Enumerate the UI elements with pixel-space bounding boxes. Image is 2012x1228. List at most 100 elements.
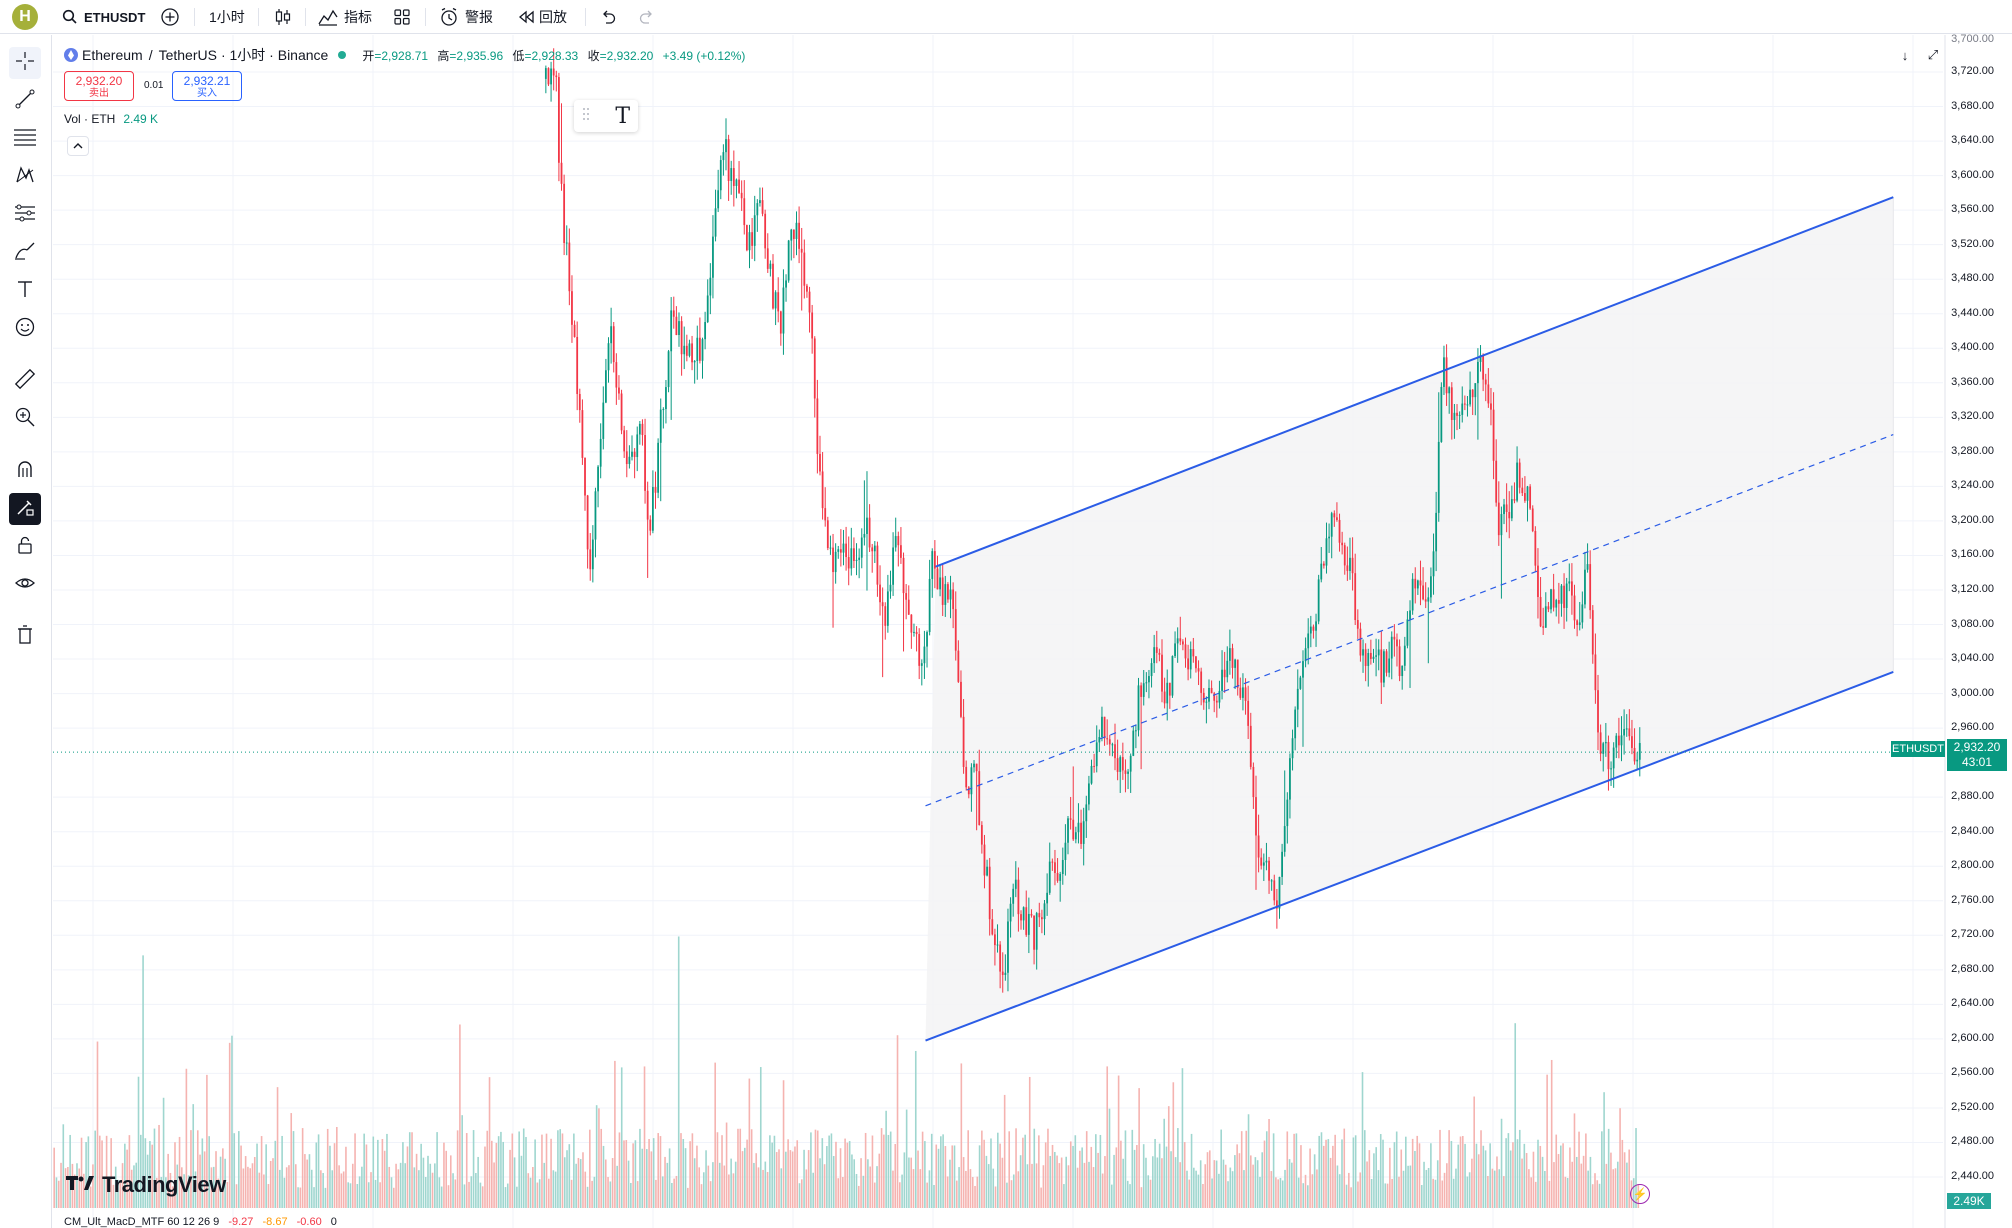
- draw-mode-tool[interactable]: [9, 493, 41, 525]
- volume-bar: [427, 1155, 429, 1208]
- symbol-search-button[interactable]: ETHUSDT: [62, 0, 145, 34]
- volume-bar: [465, 1133, 468, 1208]
- volume-bar: [1379, 1134, 1382, 1208]
- candle-body: [550, 68, 552, 85]
- text-icon[interactable]: T: [615, 103, 630, 129]
- volume-bar: [1434, 1179, 1437, 1208]
- candle-body: [1168, 682, 1171, 696]
- volume-bar: [1117, 1075, 1120, 1208]
- lock-tool[interactable]: [9, 531, 41, 563]
- candle-body: [967, 787, 970, 795]
- ruler-tool[interactable]: [9, 365, 41, 397]
- candle-body: [1617, 735, 1620, 746]
- trendline-tool[interactable]: [9, 85, 41, 117]
- interval-button[interactable]: 1小时: [209, 0, 245, 34]
- volume-bar: [627, 1160, 630, 1208]
- volume-bar: [1163, 1118, 1166, 1208]
- candle-body: [1304, 648, 1307, 662]
- price-axis-label: 2,480.00: [1951, 1135, 1994, 1148]
- candle-body: [1591, 610, 1594, 655]
- volume-bar: [1213, 1160, 1216, 1208]
- volume-bar: [187, 1175, 190, 1208]
- volume-bar: [326, 1128, 329, 1208]
- candle-body: [1427, 597, 1430, 602]
- chart-area[interactable]: [53, 35, 2012, 1228]
- undo-button[interactable]: [599, 0, 617, 34]
- fib-tool[interactable]: [9, 123, 41, 155]
- candle-body: [829, 547, 832, 549]
- candle-body: [952, 589, 955, 610]
- volume-bar: [632, 1143, 634, 1208]
- volume-bar: [377, 1139, 379, 1208]
- drag-handle-icon[interactable]: [582, 107, 590, 126]
- templates-button[interactable]: [393, 0, 411, 34]
- prediction-tool[interactable]: [9, 199, 41, 231]
- brush-tool[interactable]: [9, 237, 41, 269]
- user-avatar[interactable]: H: [12, 4, 38, 30]
- zoom-tool[interactable]: [9, 403, 41, 435]
- volume-legend: Vol · ETH 2.49 K: [64, 112, 158, 126]
- volume-bar: [1571, 1161, 1574, 1208]
- volume-bar: [258, 1172, 261, 1208]
- remove-drawings-tool[interactable]: [9, 621, 41, 653]
- candle-body: [602, 402, 605, 439]
- sell-button[interactable]: 2,932.20 卖出: [64, 71, 134, 101]
- brand-name: TradingView: [102, 1172, 226, 1197]
- candle-body: [1388, 658, 1391, 673]
- chart-type-button[interactable]: [274, 0, 292, 34]
- crosshair-tool[interactable]: [9, 47, 41, 79]
- volume-bar: [655, 1179, 657, 1208]
- candle-body: [1077, 822, 1080, 833]
- buy-button[interactable]: 2,932.21 买入: [172, 71, 242, 101]
- volume-bar: [1557, 1154, 1560, 1208]
- volume-bar: [506, 1183, 509, 1208]
- candle-body: [1500, 514, 1503, 536]
- candle-body: [623, 430, 626, 452]
- text-tool[interactable]: [9, 275, 41, 307]
- replay-button[interactable]: 回放: [517, 0, 567, 34]
- volume-bar: [873, 1182, 876, 1208]
- candle-body: [1197, 668, 1200, 672]
- emoji-tool[interactable]: [9, 313, 41, 345]
- legend-meta: · 1小时 · Binance: [220, 47, 329, 63]
- redo-button[interactable]: [638, 0, 656, 34]
- volume-bar: [1188, 1179, 1191, 1208]
- volume-bar: [746, 1139, 748, 1208]
- candle-body: [868, 517, 871, 548]
- volume-bar: [1076, 1167, 1079, 1208]
- volume-bar: [137, 1076, 140, 1208]
- candle-body: [777, 292, 780, 312]
- visibility-tool[interactable]: [9, 569, 41, 601]
- maximize-icon[interactable]: ⤢: [1927, 47, 1939, 62]
- legend-ohlc: 开=2,928.71 高=2,935.96 低=2,928.33 收=2,932…: [362, 47, 745, 64]
- volume-bar: [1240, 1131, 1243, 1208]
- compare-button[interactable]: [160, 0, 180, 34]
- price-chart[interactable]: [53, 35, 2012, 1228]
- volume-bar: [828, 1135, 830, 1208]
- lightning-icon[interactable]: ⚡: [1630, 1184, 1650, 1204]
- volume-bar: [1279, 1177, 1282, 1208]
- volume-bar: [242, 1168, 245, 1208]
- pattern-tool[interactable]: [9, 161, 41, 193]
- collapse-legend-button[interactable]: [67, 136, 89, 156]
- volume-bar: [436, 1132, 438, 1208]
- volume-bar: [953, 1145, 956, 1208]
- price-axis-label: 3,600.00: [1951, 168, 1994, 181]
- volume-bar: [910, 1157, 913, 1208]
- volume-bar: [379, 1182, 381, 1208]
- volume-bar: [1446, 1163, 1448, 1208]
- candle-body: [894, 536, 897, 548]
- volume-bar: [1250, 1155, 1252, 1208]
- volume-bar: [484, 1146, 486, 1208]
- indicators-button[interactable]: 指标: [318, 0, 372, 34]
- volume-bar: [1263, 1140, 1266, 1208]
- arrow-down-icon[interactable]: ↓: [1901, 47, 1909, 63]
- volume-bar: [839, 1148, 842, 1208]
- volume-bar: [294, 1164, 297, 1208]
- volume-bar: [1423, 1161, 1425, 1208]
- volume-bar: [1320, 1132, 1323, 1208]
- volume-bar: [386, 1133, 388, 1208]
- tradingview-logo[interactable]: TradingView: [66, 1172, 226, 1198]
- magnet-tool[interactable]: [9, 455, 41, 487]
- alert-button[interactable]: 警报: [439, 0, 493, 34]
